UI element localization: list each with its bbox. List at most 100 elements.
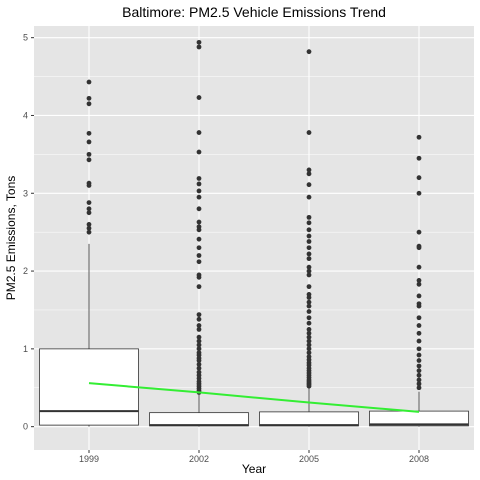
box-iqr: [39, 348, 139, 426]
outlier-point: [196, 358, 202, 363]
outlier-point: [86, 79, 92, 85]
outlier-point: [416, 352, 422, 358]
trend-line: [88, 382, 420, 413]
outlier-point: [196, 236, 202, 242]
outlier-point: [416, 330, 422, 336]
outlier-point: [306, 233, 312, 239]
outlier-point: [306, 182, 312, 188]
outlier-point: [306, 171, 312, 177]
outlier-point: [416, 281, 422, 287]
outlier-point: [306, 214, 312, 220]
outlier-point: [306, 330, 312, 336]
outlier-point: [416, 385, 422, 391]
outlier-point: [86, 200, 92, 206]
outlier-point: [196, 323, 202, 328]
outlier-point: [196, 346, 202, 352]
outlier-point: [196, 206, 202, 212]
outlier-point: [196, 227, 202, 233]
outlier-point: [306, 327, 312, 332]
outlier-point: [196, 39, 202, 45]
outlier-point: [196, 130, 202, 135]
outlier-point: [196, 342, 202, 348]
outlier-point: [306, 334, 312, 340]
y-tick-label: 1: [23, 344, 28, 354]
outlier-point: [86, 130, 92, 136]
outlier-point: [306, 272, 312, 278]
y-tick-label: 2: [23, 266, 28, 276]
outlier-point: [306, 130, 312, 135]
outlier-point: [416, 368, 422, 374]
x-tick-label: 1999: [79, 454, 99, 464]
outlier-point: [196, 253, 202, 258]
outlier-point: [196, 95, 202, 100]
outlier-point: [306, 315, 312, 321]
outlier-point: [196, 245, 202, 251]
outlier-point: [306, 299, 312, 305]
x-tick-label: 2002: [189, 454, 209, 464]
outlier-point: [196, 44, 202, 50]
outlier-point: [86, 157, 92, 163]
x-tick-label: 2008: [409, 454, 429, 464]
outlier-point: [416, 175, 422, 181]
outlier-point: [306, 251, 312, 257]
x-axis-title: Year: [242, 462, 266, 476]
outlier-point: [196, 334, 202, 340]
outlier-point: [416, 363, 422, 369]
outlier-point: [306, 194, 312, 200]
outlier-point: [196, 176, 202, 181]
outlier-point: [306, 268, 312, 274]
chart-title: Baltimore: PM2.5 Vehicle Emissions Trend: [122, 4, 386, 20]
outlier-point: [86, 206, 92, 212]
outlier-point: [416, 264, 422, 270]
ticks: 0 1 2 3 4 5 1999 2002 2005 2008: [23, 33, 429, 464]
box-iqr: [259, 411, 359, 427]
y-tick-label: 3: [23, 188, 28, 198]
outlier-point: [306, 167, 312, 173]
outlier-point: [196, 316, 202, 322]
outlier-point: [306, 256, 312, 262]
outlier-point: [86, 139, 92, 145]
outlier-point: [416, 315, 422, 321]
outlier-point: [416, 134, 422, 140]
outlier-point: [306, 346, 312, 352]
outlier-point: [416, 293, 422, 299]
outlier-point: [416, 372, 422, 378]
outlier-point: [306, 350, 312, 356]
outlier-point: [416, 358, 422, 363]
outlier-point: [416, 323, 422, 328]
outlier-point: [86, 183, 92, 188]
outlier-point: [196, 327, 202, 332]
outlier-point: [306, 245, 312, 251]
outlier-point: [416, 278, 422, 283]
outlier-point: [306, 227, 312, 233]
outlier-point: [196, 365, 202, 371]
outlier-point: [416, 377, 422, 383]
boxes: [39, 243, 469, 427]
outlier-point: [196, 181, 202, 187]
outlier-point: [416, 155, 422, 161]
outlier-point: [306, 309, 312, 314]
outlier-point: [306, 264, 312, 270]
outlier-point: [196, 274, 202, 280]
outlier-point: [86, 95, 92, 101]
outlier-point: [306, 239, 312, 244]
outlier-point: [86, 225, 92, 231]
outlier-point: [86, 221, 92, 227]
outlier-point: [416, 229, 422, 235]
outlier-point: [196, 149, 202, 155]
y-tick-label: 0: [23, 422, 28, 432]
outlier-point: [416, 245, 422, 251]
box-iqr: [149, 412, 249, 427]
outlier-point: [86, 101, 92, 107]
outlier-point: [416, 338, 422, 344]
outlier-point: [196, 312, 202, 318]
outlier-point: [86, 229, 92, 235]
outlier-point: [416, 346, 422, 352]
outlier-point: [306, 338, 312, 344]
outlier-point: [306, 49, 312, 55]
outlier-point: [306, 303, 312, 309]
outlier-point: [196, 194, 202, 200]
y-tick-label: 5: [23, 33, 28, 43]
outlier-point: [306, 284, 312, 290]
